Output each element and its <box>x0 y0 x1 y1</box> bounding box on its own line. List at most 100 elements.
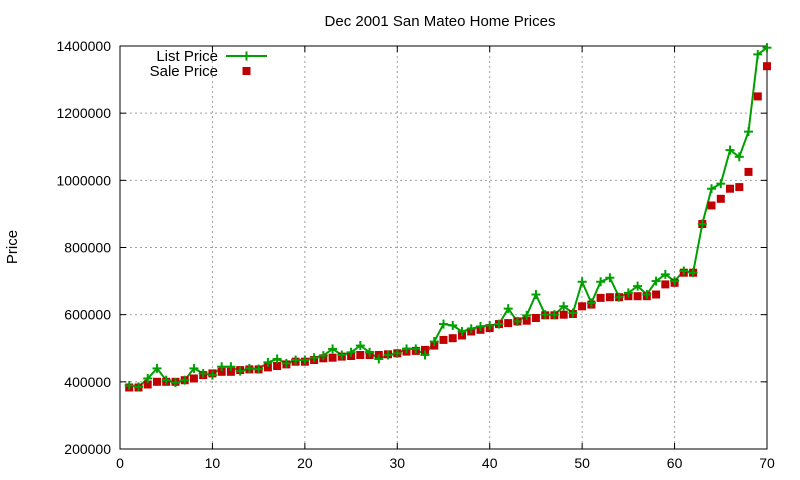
list-price-point <box>633 281 643 291</box>
sale-price-point <box>652 290 661 299</box>
list-price-point <box>568 308 578 318</box>
sale-price-point <box>504 319 513 328</box>
list-price-point <box>254 364 264 374</box>
list-price-point <box>189 363 199 373</box>
sale-price-point <box>763 62 771 71</box>
sale-price-point <box>735 183 744 192</box>
list-price-point <box>614 292 624 302</box>
sale-price-point <box>421 345 429 354</box>
list-price-point <box>226 362 236 372</box>
sale-price-point <box>661 280 670 289</box>
list-price-point <box>124 381 134 391</box>
list-price-point <box>365 347 375 357</box>
list-price-point <box>309 353 319 363</box>
sale-price-point <box>744 167 753 176</box>
list-price-point <box>475 321 485 331</box>
list-price-point <box>697 219 707 229</box>
list-price-point <box>605 273 615 283</box>
y-tick-label: 400000 <box>64 374 111 390</box>
list-price-point <box>133 382 143 392</box>
list-price-point <box>411 344 421 354</box>
sale-price-point <box>559 310 568 319</box>
list-price-point <box>383 350 393 360</box>
list-price-point <box>531 290 541 300</box>
y-tick-label: 1400000 <box>56 38 111 54</box>
legend-square <box>242 67 251 75</box>
list-price-point <box>281 358 291 368</box>
list-price-point <box>263 357 273 367</box>
list-price-point <box>198 368 208 378</box>
y-axis-label: Price <box>4 230 21 264</box>
list-price-point <box>725 145 735 155</box>
y-tick-label: 1200000 <box>56 105 111 121</box>
list-price-point <box>420 350 430 360</box>
sale-price-point <box>328 353 337 362</box>
sale-price-point <box>633 292 642 301</box>
x-tick-label: 70 <box>759 455 775 471</box>
list-price-line <box>129 46 768 388</box>
y-tick-label: 1000000 <box>56 172 111 188</box>
list-price-point <box>753 49 763 59</box>
list-price-point <box>143 373 153 383</box>
sale-price-point <box>217 367 226 376</box>
sale-price-point <box>726 184 734 193</box>
x-tick-label: 50 <box>574 455 590 471</box>
x-tick-label: 0 <box>116 455 124 471</box>
list-price-point <box>670 276 680 286</box>
list-price-point <box>346 347 356 357</box>
list-price-point <box>244 363 254 373</box>
sale-price-point <box>189 374 198 383</box>
sale-price-point <box>596 293 605 302</box>
list-price-point <box>540 310 550 320</box>
list-price-point <box>374 354 384 364</box>
list-price-point <box>688 268 698 278</box>
y-tick-label: 800000 <box>64 240 111 256</box>
sale-price-point <box>226 367 235 376</box>
sale-price-point <box>273 362 282 370</box>
list-price-point <box>596 277 606 287</box>
sale-price-point <box>143 380 152 389</box>
sale-price-point <box>531 314 540 322</box>
plot-frame <box>119 45 768 450</box>
list-price-point <box>707 184 717 194</box>
list-price-point <box>355 341 365 351</box>
x-tick-label: 40 <box>482 455 498 471</box>
list-price-point <box>152 363 162 373</box>
list-price-point <box>235 366 245 376</box>
ticks-layer: 0 10 20 30 40 50 60 70 200000 400000 600000 800000 1… <box>56 38 775 471</box>
sale-price-point <box>578 302 587 311</box>
list-price-point <box>577 277 587 287</box>
legend-swatch-list-price <box>226 51 267 61</box>
list-price-point <box>494 319 504 329</box>
list-price-point <box>586 298 596 308</box>
legend-label-list-price: List Price <box>156 48 218 65</box>
list-price-point <box>217 362 227 372</box>
list-price-point <box>429 337 439 347</box>
y-tick-label: 200000 <box>64 441 111 457</box>
list-price-point <box>439 319 448 329</box>
sale-price-point <box>707 201 716 210</box>
list-price-point <box>762 43 772 53</box>
chart-title: Dec 2001 San Mateo Home Prices <box>325 13 556 30</box>
list-price-point <box>402 344 412 354</box>
list-price-point <box>466 324 476 334</box>
list-price-point <box>642 290 652 300</box>
list-price-point <box>207 370 217 380</box>
list-price-point <box>623 288 633 298</box>
x-tick-label: 20 <box>297 455 313 471</box>
sale-price-point <box>439 335 448 344</box>
sale-price-point <box>605 293 614 302</box>
sale-price-point <box>522 316 531 325</box>
x-tick-label: 10 <box>205 455 221 471</box>
list-price-point <box>392 348 402 358</box>
list-price-point <box>744 127 754 137</box>
list-price-point <box>559 301 569 311</box>
sale-price-point <box>263 363 272 372</box>
list-price-point <box>448 320 458 330</box>
list-price-point <box>318 351 328 361</box>
legend-swatch-sale-price <box>242 67 251 75</box>
list-price-point <box>337 350 347 360</box>
grid-layer <box>120 46 767 449</box>
list-price-point <box>503 304 513 314</box>
